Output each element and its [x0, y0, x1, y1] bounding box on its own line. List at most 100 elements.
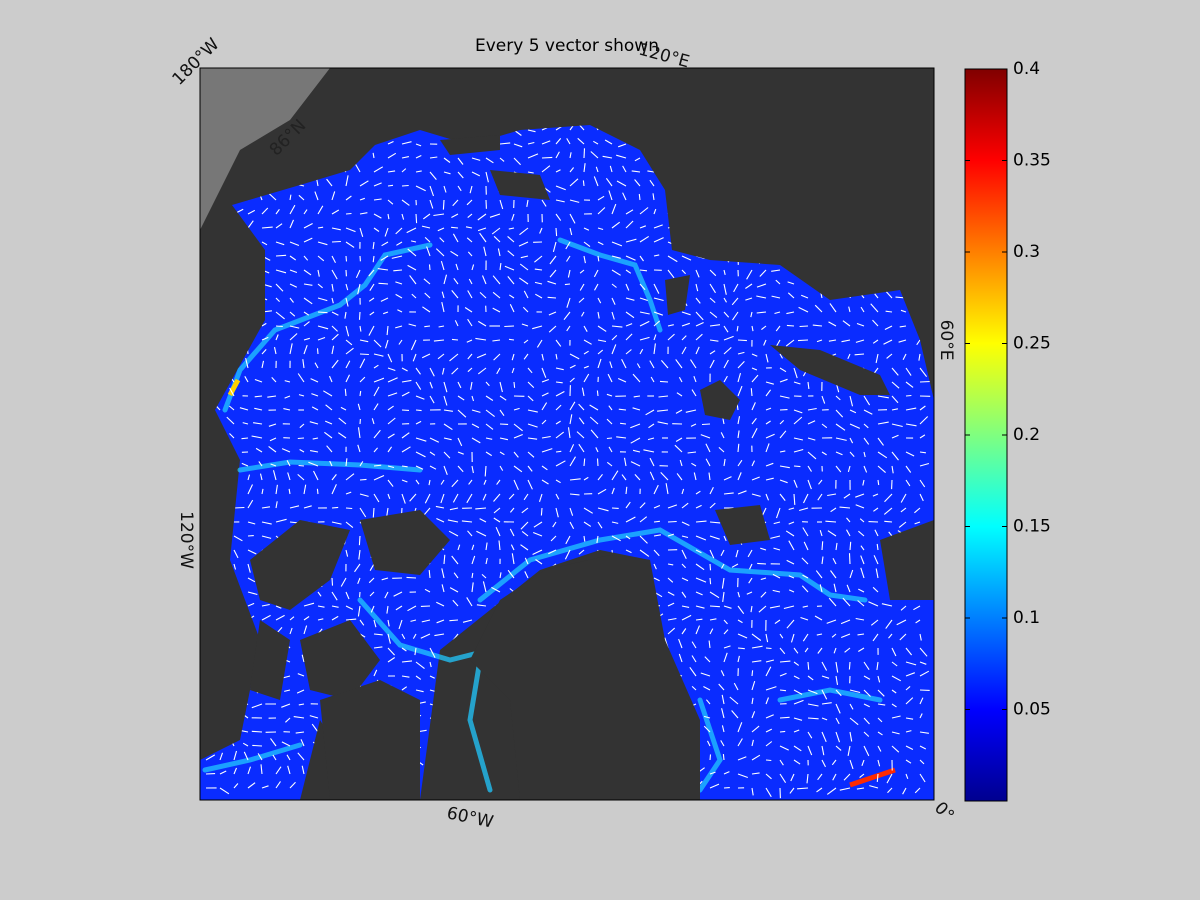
- vector: [415, 675, 422, 680]
- vector: [860, 545, 865, 551]
- vector: [915, 619, 921, 624]
- vector: [919, 647, 928, 657]
- vector: [513, 433, 523, 439]
- vector: [602, 155, 613, 159]
- vector: [452, 199, 459, 207]
- vector: [421, 353, 431, 359]
- vector: [816, 787, 823, 793]
- vector: [705, 443, 711, 453]
- vector: [877, 465, 886, 474]
- vector: [541, 419, 547, 425]
- vector: [492, 291, 501, 299]
- vector: [244, 376, 249, 383]
- vector: [450, 250, 459, 257]
- vector: [261, 614, 271, 621]
- vector: [839, 506, 851, 509]
- vector: [261, 226, 273, 229]
- vector: [625, 238, 637, 243]
- vector: [779, 430, 787, 439]
- vector: [788, 540, 795, 551]
- vector: [466, 237, 473, 243]
- colorbar: [964, 68, 1008, 802]
- vector: [737, 722, 743, 733]
- vector: [905, 394, 912, 397]
- vector: [242, 422, 249, 425]
- vector: [457, 185, 462, 192]
- vector: [441, 584, 445, 593]
- vector: [534, 281, 543, 285]
- vector: [793, 729, 800, 733]
- vector: [737, 756, 747, 761]
- vector: [597, 227, 604, 231]
- vector: [863, 437, 870, 445]
- vector: [639, 320, 650, 327]
- vector: [407, 605, 417, 612]
- vector: [275, 223, 283, 229]
- vector: [466, 597, 473, 607]
- vector: [387, 647, 396, 656]
- vector: [345, 255, 348, 262]
- vector: [369, 311, 375, 316]
- vector: [621, 474, 627, 481]
- vector: [891, 703, 897, 708]
- vector: [549, 269, 557, 278]
- vector: [731, 563, 739, 568]
- vector: [415, 185, 426, 192]
- vector: [855, 493, 865, 498]
- vector: [219, 770, 227, 775]
- vector: [541, 140, 551, 145]
- vector: [549, 255, 557, 265]
- vector: [737, 605, 745, 615]
- vector: [595, 447, 599, 453]
- vector: [819, 530, 823, 537]
- vector: [919, 416, 929, 425]
- vector: [475, 507, 487, 510]
- vector: [723, 458, 726, 467]
- vector: [779, 689, 787, 692]
- vector: [345, 549, 349, 557]
- vector: [247, 782, 256, 789]
- vector: [695, 625, 701, 635]
- vector: [395, 227, 403, 235]
- vector: [807, 381, 810, 389]
- vector: [435, 505, 445, 509]
- vector: [821, 689, 828, 700]
- vector: [760, 591, 767, 598]
- vector: [779, 367, 787, 373]
- current: [357, 597, 493, 663]
- vector: [765, 433, 775, 439]
- vector: [611, 203, 617, 215]
- vector: [751, 353, 758, 357]
- vector: [466, 199, 473, 206]
- vector: [793, 717, 803, 721]
- vector: [345, 227, 356, 233]
- vector: [331, 311, 339, 316]
- vector: [863, 451, 866, 458]
- vector: [368, 269, 375, 277]
- vector: [746, 591, 753, 595]
- vector: [695, 618, 703, 621]
- vector: [541, 353, 545, 361]
- vector: [622, 192, 627, 201]
- current: [237, 459, 423, 473]
- vector: [678, 376, 683, 383]
- vector: [386, 325, 389, 336]
- vector: [731, 710, 739, 719]
- vector: [479, 232, 487, 243]
- vector: [667, 591, 675, 596]
- vector: [919, 713, 923, 719]
- vector: [606, 393, 613, 397]
- vector: [793, 367, 798, 379]
- vector: [523, 493, 529, 501]
- vector: [555, 339, 562, 347]
- vector: [590, 151, 599, 159]
- vector: [858, 647, 865, 652]
- vector: [914, 521, 921, 525]
- vector: [695, 520, 707, 523]
- vector: [555, 404, 562, 411]
- vector: [462, 619, 473, 623]
- vector: [449, 353, 459, 362]
- vector: [251, 435, 263, 439]
- vector: [611, 325, 623, 328]
- vector: [860, 306, 865, 313]
